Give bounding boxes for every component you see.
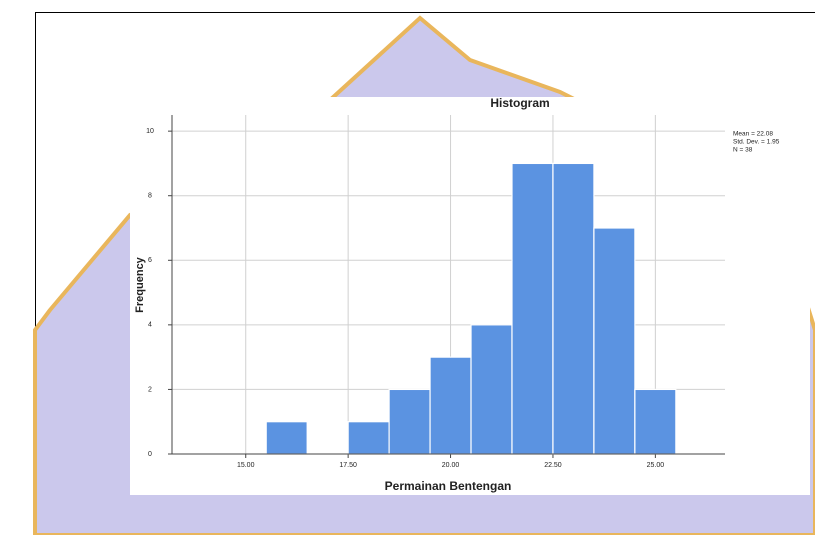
bar — [593, 227, 636, 455]
y-tick-label: 4 — [148, 322, 152, 329]
stats-text: Mean = 22.08 — [733, 131, 773, 138]
y-tick-label: 2 — [148, 386, 152, 393]
x-tick-label: 25.00 — [647, 462, 665, 469]
x-tick-label: 15.00 — [237, 462, 255, 469]
y-tick-label: 6 — [148, 257, 152, 264]
x-tick-label: 20.00 — [442, 462, 460, 469]
chart-title: Histogram — [490, 96, 549, 110]
x-axis-label: Permainan Bentengan — [385, 479, 512, 493]
plot: 0 2 4 6 8 10 15.00 17.50 20.00 22.50 25.00 Mean = 2… — [146, 115, 780, 469]
bar — [470, 324, 513, 455]
y-axis-label: Frequency — [134, 256, 146, 313]
x-tick-label: 22.50 — [544, 462, 562, 469]
bar — [511, 162, 554, 455]
bar — [265, 421, 308, 455]
stats-text: Std. Dev. = 1.95 — [733, 139, 780, 146]
bar — [347, 421, 390, 455]
stats-text: N = 38 — [733, 147, 753, 154]
y-tick-label: 8 — [148, 193, 152, 200]
y-tick-label: 0 — [148, 451, 152, 458]
y-tick-label: 10 — [146, 128, 154, 135]
bar — [429, 356, 472, 455]
page-frame — [35, 12, 815, 535]
bar — [634, 388, 677, 455]
x-tick-label: 17.50 — [339, 462, 357, 469]
bar — [552, 162, 595, 455]
bar — [388, 388, 431, 455]
